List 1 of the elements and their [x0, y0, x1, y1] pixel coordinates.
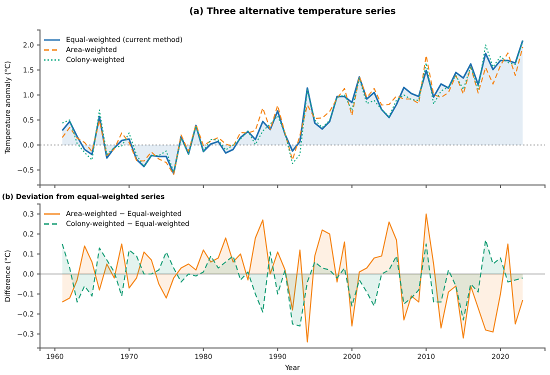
chart-title: (a) Three alternative temperature series: [189, 7, 396, 17]
